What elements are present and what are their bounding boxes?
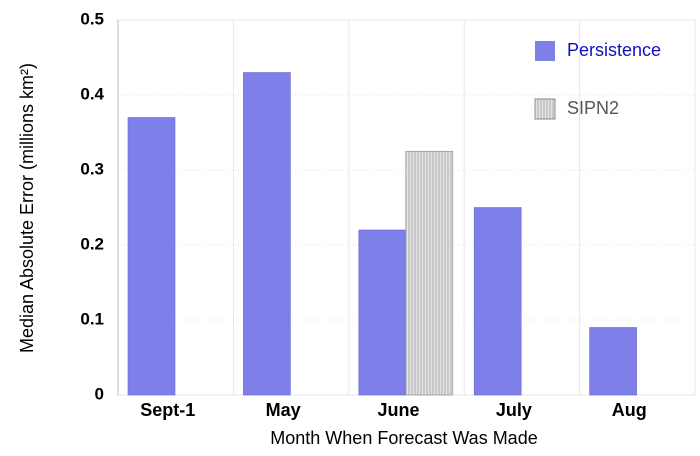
legend-label: SIPN2 bbox=[567, 98, 619, 118]
x-tick-label: July bbox=[496, 400, 532, 420]
x-tick-label: Sept-1 bbox=[140, 400, 195, 420]
x-tick-label: June bbox=[377, 400, 419, 420]
legend-label: Persistence bbox=[567, 40, 661, 60]
legend-swatch bbox=[534, 98, 556, 120]
bar bbox=[127, 117, 176, 396]
y-tick-label: 0 bbox=[95, 384, 104, 403]
x-axis-title: Month When Forecast Was Made bbox=[270, 428, 537, 448]
y-tick-label: 0.5 bbox=[80, 9, 104, 28]
y-tick-label: 0.2 bbox=[80, 234, 104, 253]
bar bbox=[358, 229, 407, 396]
y-axis-title: Median Absolute Error (millions km²) bbox=[17, 63, 37, 353]
y-tick-label: 0.3 bbox=[80, 159, 104, 178]
bar bbox=[589, 327, 637, 396]
bar bbox=[243, 72, 291, 396]
bar bbox=[473, 207, 522, 396]
y-tick-label: 0.1 bbox=[80, 309, 104, 328]
legend-swatch bbox=[535, 41, 555, 61]
bar bbox=[405, 150, 454, 396]
x-tick-label: Aug bbox=[612, 400, 647, 420]
x-tick-label: May bbox=[266, 400, 301, 420]
y-tick-label: 0.4 bbox=[80, 84, 104, 103]
